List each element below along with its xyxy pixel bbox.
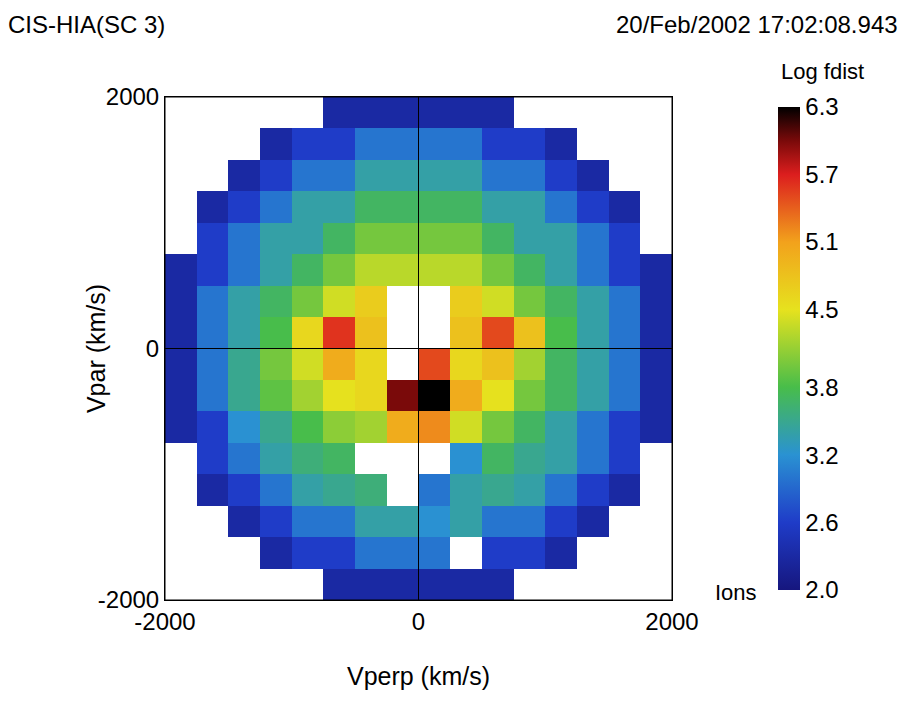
svg-text:2.6: 2.6 [805,509,838,536]
svg-text:4.5: 4.5 [805,296,838,323]
svg-text:-2000: -2000 [134,608,195,635]
svg-text:5.7: 5.7 [805,161,838,188]
svg-text:Vpar (km/s): Vpar (km/s) [82,284,110,413]
svg-text:CIS-HIA(SC 3): CIS-HIA(SC 3) [8,11,165,38]
svg-text:3.8: 3.8 [805,374,838,401]
svg-text:Ions: Ions [715,580,757,605]
svg-text:0: 0 [412,608,425,635]
svg-text:2.0: 2.0 [805,576,838,603]
svg-text:2000: 2000 [645,608,698,635]
svg-text:3.2: 3.2 [805,442,838,469]
svg-text:5.1: 5.1 [805,228,838,255]
svg-text:20/Feb/2002 17:02:08.943: 20/Feb/2002 17:02:08.943 [616,11,898,38]
svg-text:-2000: -2000 [98,586,159,613]
svg-text:Log fdist: Log fdist [781,59,864,84]
svg-text:Vperp (km/s): Vperp (km/s) [347,662,490,690]
svg-text:2000: 2000 [106,83,159,110]
svg-text:0: 0 [146,335,159,362]
svg-text:6.3: 6.3 [805,93,838,120]
